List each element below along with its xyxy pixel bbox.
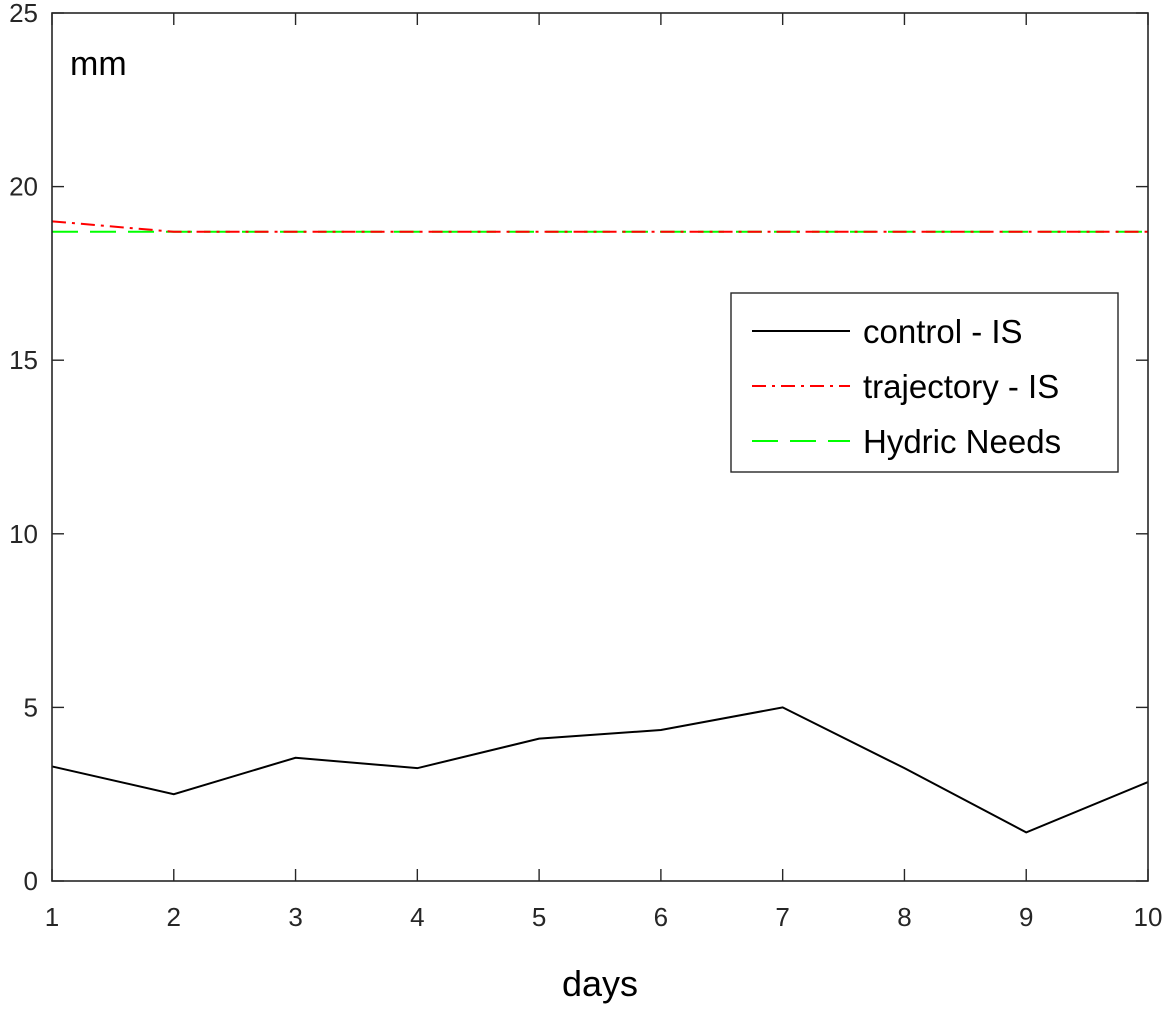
y-tick-label: 15 (9, 345, 38, 375)
x-tick-label: 1 (45, 902, 59, 932)
legend-label-2: trajectory - IS (863, 368, 1059, 405)
y-tick-label: 20 (9, 172, 38, 202)
y-tick-label: 0 (24, 866, 38, 896)
x-tick-label: 3 (288, 902, 302, 932)
legend-box (730, 292, 1119, 473)
legend-label-1: control - IS (863, 313, 1023, 350)
y-tick-label: 5 (24, 692, 38, 722)
legend-label-3: Hydric Needs (863, 423, 1061, 460)
legend: control - IS trajectory - IS Hydric Needs (730, 292, 1119, 473)
axes-box (51, 12, 1149, 882)
series-line-2 (51, 220, 1148, 233)
series-layer (51, 220, 1149, 834)
series-line-1 (51, 706, 1149, 834)
x-tick-label: 9 (1019, 902, 1033, 932)
annotation-mm: mm (70, 45, 127, 83)
x-tick-label: 5 (532, 902, 546, 932)
axes-layer (51, 12, 1149, 882)
x-tick-label: 4 (410, 902, 424, 932)
x-tick-label: 10 (1134, 902, 1163, 932)
x-tick-label: 6 (654, 902, 668, 932)
y-tick-label: 10 (9, 519, 38, 549)
x-tick-label: 2 (167, 902, 181, 932)
x-tick-label: 7 (775, 902, 789, 932)
x-axis-title: days (562, 963, 638, 1004)
x-tick-label: 8 (897, 902, 911, 932)
y-tick-label: 25 (9, 0, 38, 28)
ticks-layer: 1 2 3 4 5 6 7 8 9 10 0 5 10 15 20 25 (9, 0, 1162, 932)
